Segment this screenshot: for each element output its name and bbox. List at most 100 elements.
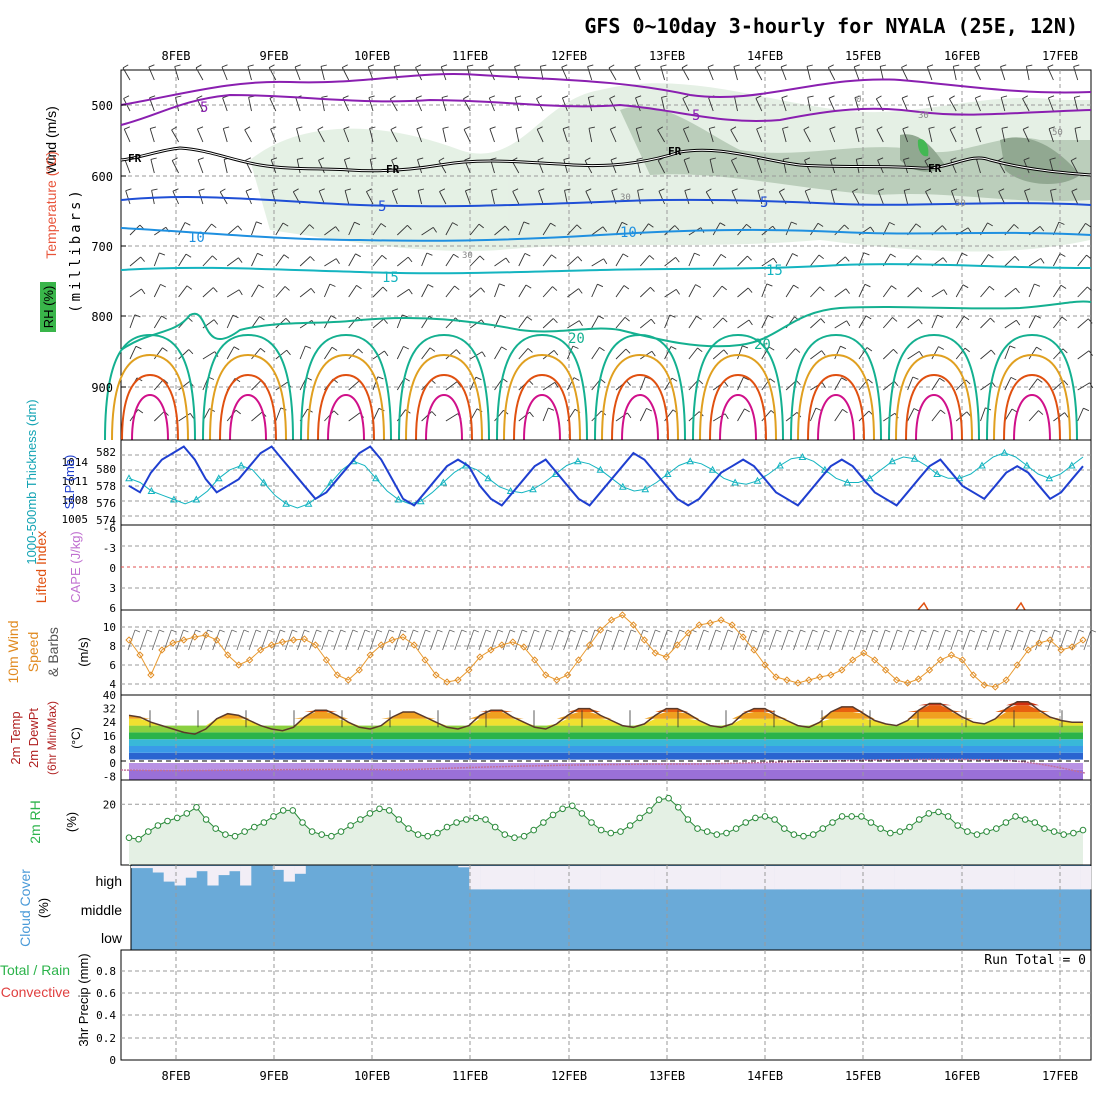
- wind-barb-flag: [781, 95, 788, 99]
- wind-barb-flag: [821, 350, 826, 356]
- wind-barb: [343, 128, 350, 143]
- wind-barb: [882, 285, 892, 298]
- wind10m-barb-flag: [328, 629, 334, 633]
- wind-barb: [469, 255, 481, 267]
- wind-barb: [827, 67, 836, 81]
- wind-barb: [974, 67, 981, 81]
- high-cloud-gap: [971, 866, 983, 890]
- wind-barb-flag: [238, 257, 243, 263]
- high-cloud-gap: [981, 866, 994, 890]
- rh2m-marker: [1041, 825, 1048, 832]
- wind-barb-flag: [626, 380, 631, 386]
- wind-barb-flag: [603, 258, 608, 265]
- wind10m-barb: [732, 629, 741, 651]
- rh2m-marker: [617, 828, 624, 835]
- rh2m-marker: [501, 831, 509, 838]
- thickness-tick-label: 580: [96, 463, 116, 476]
- rh2m-marker: [424, 832, 432, 840]
- wind10m-barb-flag: [848, 629, 855, 633]
- pressure-ticks: 500 600 700 800 900: [91, 99, 126, 395]
- thickness-marker: [843, 478, 852, 486]
- wind-barb-flag: [418, 188, 425, 191]
- precip-label-a: Total / Rain: [0, 962, 70, 978]
- boundary-layer-contour-20: [300, 333, 392, 441]
- wind10m-barb: [672, 629, 680, 651]
- wind-barb: [931, 409, 941, 422]
- boundary-layer-contour: [229, 393, 267, 441]
- wind-barb-flag: [609, 95, 616, 99]
- rh2m-marker: [771, 816, 778, 823]
- wind-barb: [129, 224, 141, 236]
- wind10m-marker: [761, 661, 769, 669]
- wind-barb-flag: [331, 346, 338, 351]
- thickness-marker: [1067, 461, 1076, 469]
- high-cloud-gap: [829, 866, 841, 890]
- rh2m-marker: [443, 823, 451, 831]
- rh2m-marker: [703, 828, 711, 835]
- wind10m-barb: [430, 629, 438, 651]
- wind-barb: [221, 66, 228, 81]
- high-cloud-gap: [894, 866, 906, 890]
- rh2m-marker: [299, 819, 306, 826]
- rh-shading: [250, 83, 1090, 252]
- wind-barb: [348, 253, 356, 267]
- thickness-marker: [596, 465, 605, 473]
- wind10m-marker: [1024, 646, 1032, 654]
- temp2m-tick-label: 0: [109, 757, 116, 770]
- wind10m-barb: [151, 629, 160, 651]
- wind-barb-flag: [845, 288, 850, 294]
- wind10m-unit: (m/s): [76, 637, 91, 667]
- wind10m-barb: [551, 629, 559, 651]
- wind-barb: [464, 190, 471, 205]
- rh2m-marker: [154, 822, 162, 829]
- temp-5-label-1: 5: [378, 199, 386, 215]
- high-cloud-gap: [905, 866, 917, 890]
- wind-barb-flag: [1050, 188, 1057, 191]
- wind10m-marker: [421, 656, 429, 664]
- wind-barb: [925, 191, 933, 205]
- wind10m-marker: [925, 666, 934, 674]
- wind-barb: [737, 319, 750, 329]
- wind-barb-flag: [416, 126, 423, 130]
- wind-barb: [976, 159, 981, 174]
- wind10m-barb-flag: [739, 629, 746, 633]
- wind-barb: [1000, 97, 1006, 112]
- high-cloud-gap: [960, 866, 972, 890]
- wind-barb-flag: [392, 188, 399, 192]
- wind-barb-flag: [918, 319, 923, 325]
- high-cloud-gap: [480, 866, 492, 890]
- wind10m-barb: [829, 629, 838, 651]
- date-label-top: 11FEB: [452, 49, 488, 63]
- wind-barb-flag: [634, 64, 641, 68]
- wind-barb-flag: [1034, 283, 1041, 287]
- rh2m-marker: [569, 802, 576, 810]
- rh2m-marker: [915, 816, 923, 823]
- wind-barb: [712, 285, 723, 298]
- wind-barb-flag: [159, 252, 166, 256]
- wind-barb: [688, 284, 696, 298]
- wind-barb-flag: [429, 347, 436, 352]
- wind-barb: [348, 316, 358, 329]
- stability-tick-label: 3: [109, 582, 116, 595]
- boundary-layer-contour: [503, 353, 581, 441]
- wind-barb-flag: [1064, 412, 1069, 418]
- wind-barb-flag: [636, 126, 643, 130]
- rh2m-marker: [983, 828, 990, 835]
- wind-barb: [1050, 190, 1054, 205]
- wind10m-barb-flag: [449, 629, 455, 633]
- wind-barb: [178, 413, 191, 422]
- wind-barb-flag: [757, 188, 764, 191]
- bottom-date-labels: 8FEB 9FEB 10FEB 11FEB 12FEB 13FEB 14FEB 15FEB 16…: [162, 1069, 1079, 1083]
- wind-barb: [975, 128, 981, 143]
- date-label-bottom: 11FEB: [452, 1069, 488, 1083]
- wind-barb: [1000, 66, 1006, 81]
- wind-barb-flag: [368, 64, 374, 68]
- wind-barb: [562, 128, 568, 143]
- wind-barb: [397, 256, 409, 267]
- wind-barb-flag: [184, 222, 191, 226]
- wind-barb-flag: [597, 283, 604, 288]
- boundary-layer-contour: [219, 373, 277, 441]
- wind-barb: [858, 315, 867, 329]
- thickness-frame: [120, 439, 1092, 526]
- wind-barb-flag: [499, 283, 506, 287]
